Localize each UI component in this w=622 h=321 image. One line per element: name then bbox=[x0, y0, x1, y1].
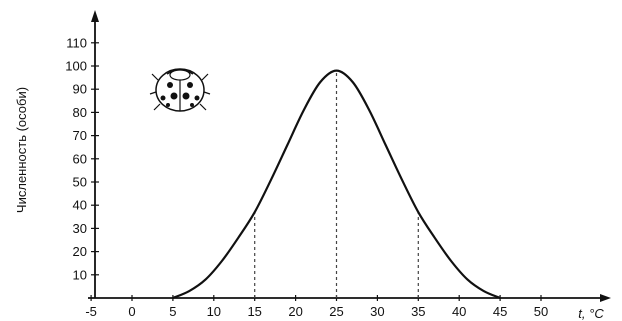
x-tick-label: 10 bbox=[207, 304, 221, 319]
y-tick-label: 60 bbox=[73, 151, 87, 166]
x-tick-label: 40 bbox=[452, 304, 466, 319]
y-axis-label: Численность (особи) bbox=[14, 87, 29, 213]
x-axis-label: t, °C bbox=[578, 306, 604, 321]
x-tick-label: 25 bbox=[329, 304, 343, 319]
x-tick-label: 15 bbox=[247, 304, 261, 319]
x-tick-label: 35 bbox=[411, 304, 425, 319]
x-ticks: -5 0 5 10 15 20 25 30 35 40 45 50 bbox=[85, 295, 548, 319]
x-tick-label: -5 bbox=[85, 304, 97, 319]
x-tick-label: 45 bbox=[493, 304, 507, 319]
ladybug-icon bbox=[149, 68, 211, 112]
y-tick-label: 90 bbox=[73, 82, 87, 97]
x-tick-label: 0 bbox=[128, 304, 135, 319]
reference-lines bbox=[254, 70, 419, 298]
x-tick-label: 5 bbox=[169, 304, 176, 319]
y-tick-label: 80 bbox=[73, 105, 87, 120]
y-tick-label: 40 bbox=[73, 198, 87, 213]
y-tick-label: 100 bbox=[65, 59, 87, 74]
y-tick-label: 70 bbox=[73, 128, 87, 143]
y-axis-arrow bbox=[91, 10, 99, 22]
y-tick-label: 110 bbox=[66, 35, 87, 50]
y-tick-label: 10 bbox=[73, 267, 87, 282]
x-tick-label: 50 bbox=[534, 304, 548, 319]
y-tick-label: 30 bbox=[73, 221, 87, 236]
x-tick-label: 30 bbox=[370, 304, 384, 319]
series-line bbox=[172, 69, 501, 300]
x-axis-arrow bbox=[600, 294, 611, 302]
x-tick-label: 20 bbox=[288, 304, 302, 319]
y-ticks: 10 20 30 40 50 60 70 80 90 100 110 bbox=[65, 35, 99, 282]
axes bbox=[88, 10, 611, 302]
y-tick-label: 20 bbox=[73, 244, 87, 259]
y-tick-label: 50 bbox=[73, 175, 87, 190]
